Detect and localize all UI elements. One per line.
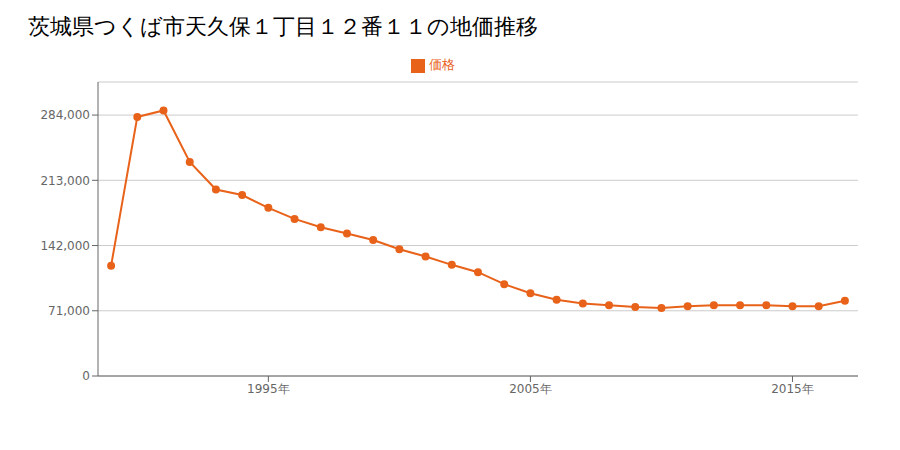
svg-text:1995年: 1995年 bbox=[247, 382, 290, 396]
svg-text:0: 0 bbox=[82, 369, 90, 383]
svg-text:284,000: 284,000 bbox=[40, 108, 90, 122]
svg-text:213,000: 213,000 bbox=[40, 174, 90, 188]
html-text:茨城県つくば市天久保１丁目１２番１１の地価推移: 茨城県つくば市天久保１丁目１２番１１の地価推移 bbox=[28, 14, 538, 39]
svg-text:142,000: 142,000 bbox=[40, 239, 90, 253]
svg-text:71,000: 71,000 bbox=[48, 304, 90, 318]
svg-text:2015年: 2015年 bbox=[771, 382, 814, 396]
svg-text:2005年: 2005年 bbox=[509, 382, 552, 396]
html-text:価格: 価格 bbox=[429, 57, 455, 72]
